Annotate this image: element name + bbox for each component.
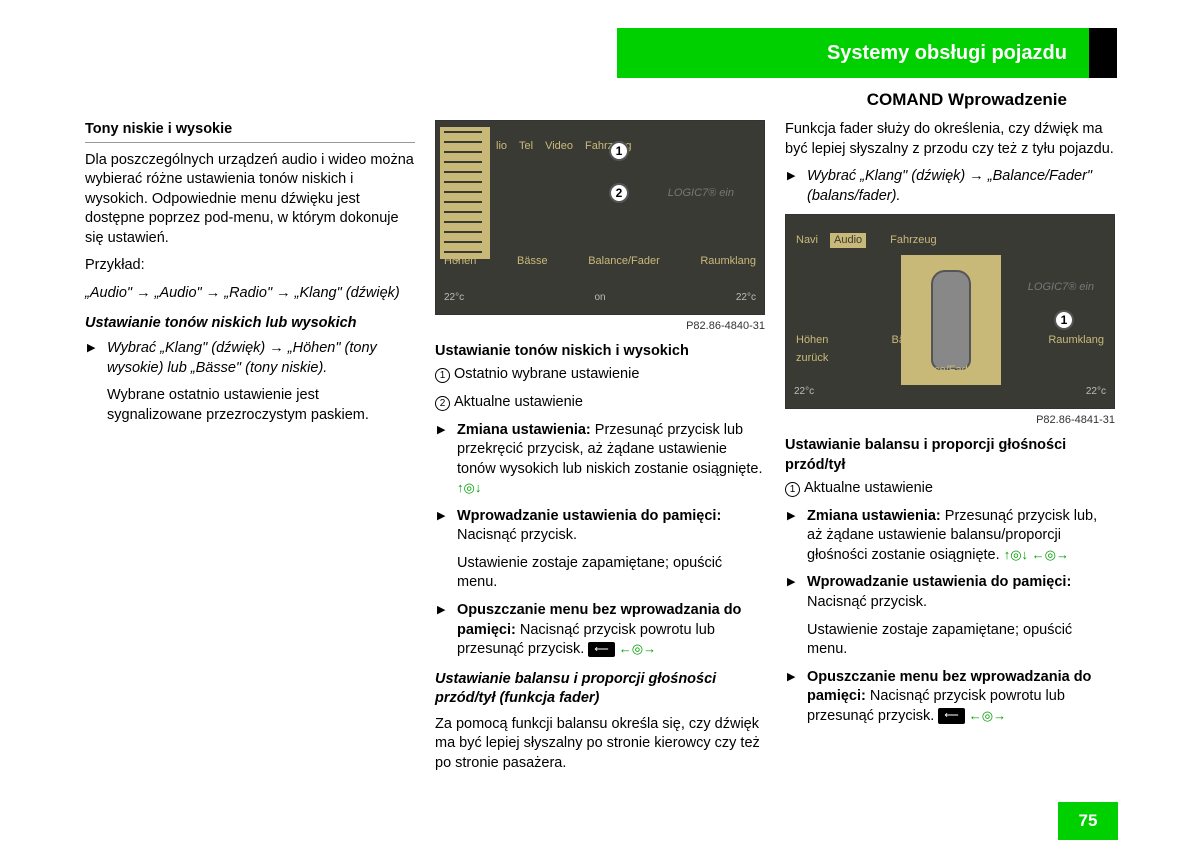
col3-b1: Wybrać „Klang" (dźwięk) → „Balance/Fader… [785, 167, 1115, 206]
screen2-caption: P82.86-4841-31 [785, 413, 1115, 428]
screen1-caption: P82.86-4840-31 [435, 319, 765, 334]
marker-1b: 1 [1054, 310, 1074, 330]
marker-1: 1 [609, 141, 629, 161]
col2-b3: Opuszczanie menu bez wprowadzania do pam… [435, 601, 765, 660]
column-2: lio Tel Video Fahrzeug LOGIC7® ein Höhen… [435, 120, 765, 782]
col3-p1: Funkcja fader służy do określenia, czy d… [785, 120, 1115, 159]
col3-b2: Zmiana ustawienia: Przesunąć przycisk lu… [785, 507, 1115, 566]
col2-label: Ustawianie tonów niskich i wysokich [435, 342, 765, 362]
col2-p3: Za pomocą funkcji balansu określa się, c… [435, 715, 765, 774]
thumb-tab [1089, 28, 1117, 78]
col1-b1: Wybrać „Klang" (dźwięk) → „Höhen" (tony … [85, 339, 415, 378]
col3-p-after-b3: Ustawienie zostaje zapamiętane; opuścić … [785, 621, 1115, 660]
col1-title: Tony niskie i wysokie [85, 120, 415, 143]
legend1: 1Ostatnio wybrane ustawienie [435, 365, 765, 385]
col3-b4: Opuszczanie menu bez wprowadzania do pam… [785, 668, 1115, 727]
legend2: 2Aktualne ustawienie [435, 393, 765, 413]
col1-sub1: Ustawianie tonów niskich lub wysokich [85, 314, 415, 334]
col3-b3: Wprowadzanie ustawienia do pamięci: Naci… [785, 573, 1115, 612]
col3-label: Ustawianie balansu i proporcji głośności… [785, 436, 1115, 475]
col2-p-after-b2: Ustawienie zostaje zapamiętane; opuścić … [435, 554, 765, 593]
column-1: Tony niskie i wysokie Dla poszczególnych… [85, 120, 415, 782]
page-header-banner: Systemy obsługi pojazdu [617, 28, 1089, 78]
banner-text: Systemy obsługi pojazdu [827, 42, 1067, 65]
content-columns: Tony niskie i wysokie Dla poszczególnych… [85, 120, 1115, 782]
page-number: 75 [1058, 802, 1118, 840]
comand-screenshot-2: Navi Audio Fahrzeug LOGIC7® ein Höhen Bä… [785, 214, 1115, 409]
col1-p2: Wybrane ostatnio ustawienie jest sygnali… [85, 386, 415, 425]
col1-p1: Dla poszczególnych urządzeń audio i wide… [85, 151, 415, 249]
marker-2: 2 [609, 183, 629, 203]
example-path: „Audio" → „Audio" → „Radio" → „Klang" (d… [85, 284, 415, 304]
col2-b1: Zmiana ustawienia: Przesunąć przycisk lu… [435, 421, 765, 499]
column-3: Funkcja fader służy do określenia, czy d… [785, 120, 1115, 782]
col2-sub2: Ustawianie balansu i proporcji głośności… [435, 670, 765, 709]
comand-screenshot-1: lio Tel Video Fahrzeug LOGIC7® ein Höhen… [435, 120, 765, 315]
col3-legend1: 1Aktualne ustawienie [785, 479, 1115, 499]
example-label: Przykład: [85, 256, 415, 276]
col2-b2: Wprowadzanie ustawienia do pamięci: Naci… [435, 507, 765, 546]
page-subtitle: COMAND Wprowadzenie [617, 90, 1089, 110]
